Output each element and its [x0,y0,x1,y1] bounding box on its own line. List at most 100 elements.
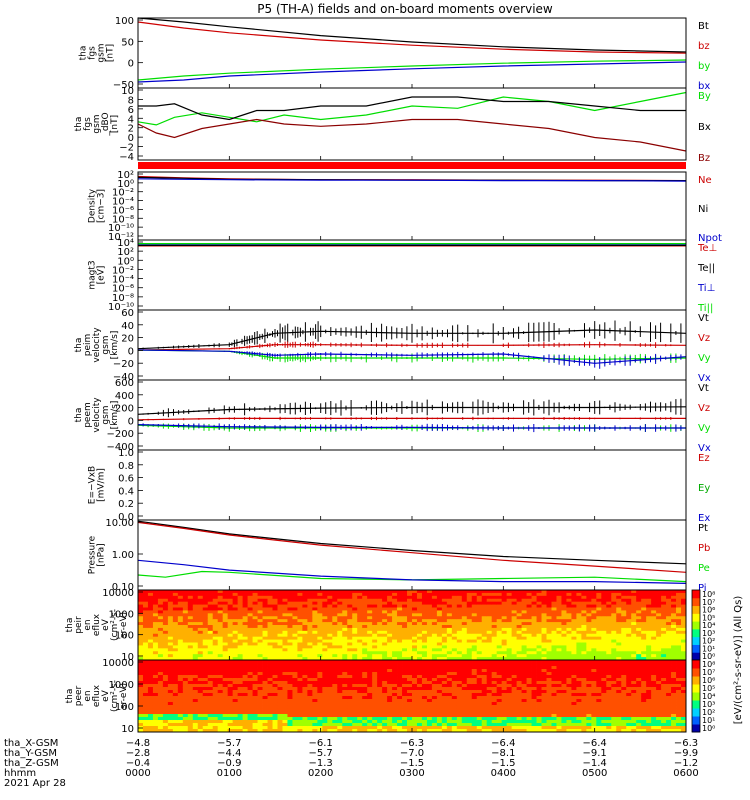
heat-cell [352,693,358,697]
heat-cell [247,684,253,688]
heat-cell [666,601,672,605]
heat-cell [367,630,373,635]
heat-cell [252,681,258,685]
heat-cell [192,690,199,694]
heat-cell [227,660,234,664]
heat-cell [142,720,149,724]
heat-cell [496,639,503,643]
heat-cell [187,726,194,730]
heat-cell [227,690,234,694]
heat-cell [526,592,532,597]
heat-cell [416,590,423,594]
heat-cell [247,630,253,635]
heat-cell [476,622,483,626]
heat-cell [566,657,572,661]
heat-cell [317,651,323,655]
heat-cell [451,592,458,597]
heat-cell [262,604,268,608]
heat-cell [287,601,293,605]
heat-cell [332,660,338,664]
heat-cell [641,619,647,623]
y-tick-label: 8 [128,95,134,106]
heat-cell [382,595,388,600]
heat-cell [272,627,278,632]
heat-cell [292,660,298,664]
heat-cell [327,604,333,608]
heat-cell [626,642,632,646]
heat-cell [636,651,642,655]
heat-cell [282,726,288,730]
heat-cell [337,636,343,640]
heat-cell [227,717,234,721]
heat-cell [651,657,657,661]
heat-cell [646,625,652,629]
heat-cell [342,613,348,617]
heat-cell [272,645,278,649]
heat-cell [546,648,552,652]
heat-cell [142,714,149,718]
heat-cell [581,625,587,629]
heat-cell [337,648,343,652]
heat-cell [262,622,268,626]
heat-cell [541,636,547,640]
heat-cell [167,630,174,635]
heat-cell [232,729,239,733]
heat-cell [671,639,677,643]
heat-cell [446,645,453,649]
heat-cell [387,622,393,626]
heat-cell [651,627,657,632]
heat-cell [292,663,298,667]
heat-cell [426,598,433,603]
heat-cell [377,642,383,646]
heat-cell [302,678,308,682]
heat-cell [192,693,199,697]
heat-cell [227,642,234,646]
heat-cell [387,601,393,605]
heat-cell [322,729,328,733]
heat-cell [138,607,144,611]
heat-cell [521,651,527,655]
heat-cell [421,625,428,629]
heat-cell [242,648,248,652]
heat-cell [631,607,637,611]
heat-cell [392,636,398,640]
heat-cell [172,622,179,626]
heat-cell [142,690,149,694]
heat-cell [357,622,363,626]
heat-cell [626,619,632,623]
heat-cell [312,678,318,682]
heat-cell [202,610,209,614]
heat-cell [586,657,592,661]
heat-cell [382,622,388,626]
heat-cell [187,720,194,724]
heat-cell [267,672,273,676]
heat-cell [496,604,503,608]
heat-cell [187,642,194,646]
heat-cell [546,595,552,600]
heat-cell [167,648,174,652]
heat-cell [491,654,498,658]
heat-cell [327,590,333,594]
heat-cell [426,639,433,643]
heat-cell [307,607,313,611]
heat-cell [666,607,672,611]
heat-cell [277,675,283,679]
heat-cell [177,607,184,611]
heat-cell [536,657,542,661]
heat-cell [247,657,253,661]
heat-cell [332,613,338,617]
heat-cell [217,642,224,646]
heat-cell [332,630,338,635]
legend-entry: By [698,91,711,102]
heat-cell [207,720,214,724]
heat-cell [646,654,652,658]
heat-cell [177,616,184,620]
heat-cell [402,627,408,632]
heat-cell [172,711,179,715]
heat-cell [187,663,194,667]
heat-cell [307,595,313,600]
heat-cell [207,622,214,626]
heat-cell [212,702,219,706]
heat-cell [252,663,258,667]
heat-cell [152,672,159,676]
